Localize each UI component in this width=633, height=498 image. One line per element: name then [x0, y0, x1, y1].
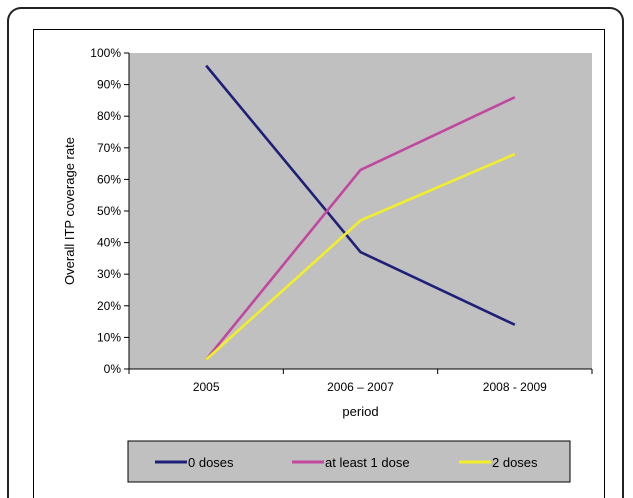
outer-frame: [7, 7, 624, 498]
y-tick-label: 30%: [97, 267, 121, 281]
x-axis-ticks: 2005 2006 – 2007 2008 - 2009: [128, 369, 593, 394]
x-tick-label: 2008 - 2009: [483, 380, 547, 394]
y-tick-label: 90%: [97, 78, 121, 92]
y-tick-label: 70%: [97, 141, 121, 155]
y-tick-label: 100%: [90, 46, 121, 60]
series-line-2: [205, 152, 516, 361]
y-tick-label: 80%: [97, 109, 121, 123]
legend-label: at least 1 dose: [325, 455, 410, 470]
legend: 0 doses at least 1 dose 2 doses: [127, 440, 571, 483]
y-tick-label: 20%: [97, 299, 121, 313]
series-lines: [205, 64, 516, 361]
y-tick-label: 40%: [97, 236, 121, 250]
y-tick-label: 50%: [97, 204, 121, 218]
y-tick-label: 0%: [104, 362, 122, 376]
y-axis-ticks: 0% 10% 20% 30% 40% 50% 60% 70% 80% 90% 100%: [90, 46, 129, 376]
x-tick-label: 2005: [193, 380, 220, 394]
plot-area: [129, 53, 592, 369]
y-tick-label: 60%: [97, 172, 121, 186]
legend-label: 0 doses: [188, 455, 234, 470]
legend-box: [127, 440, 571, 483]
y-axis-title: Overall ITP coverage rate: [62, 137, 77, 285]
x-axis-title: period: [342, 404, 378, 419]
x-tick-label: 2006 – 2007: [327, 380, 394, 394]
series-line-0: [205, 64, 516, 326]
legend-label: 2 doses: [492, 455, 538, 470]
series-line-1: [205, 96, 516, 361]
y-tick-label: 10%: [97, 330, 121, 344]
